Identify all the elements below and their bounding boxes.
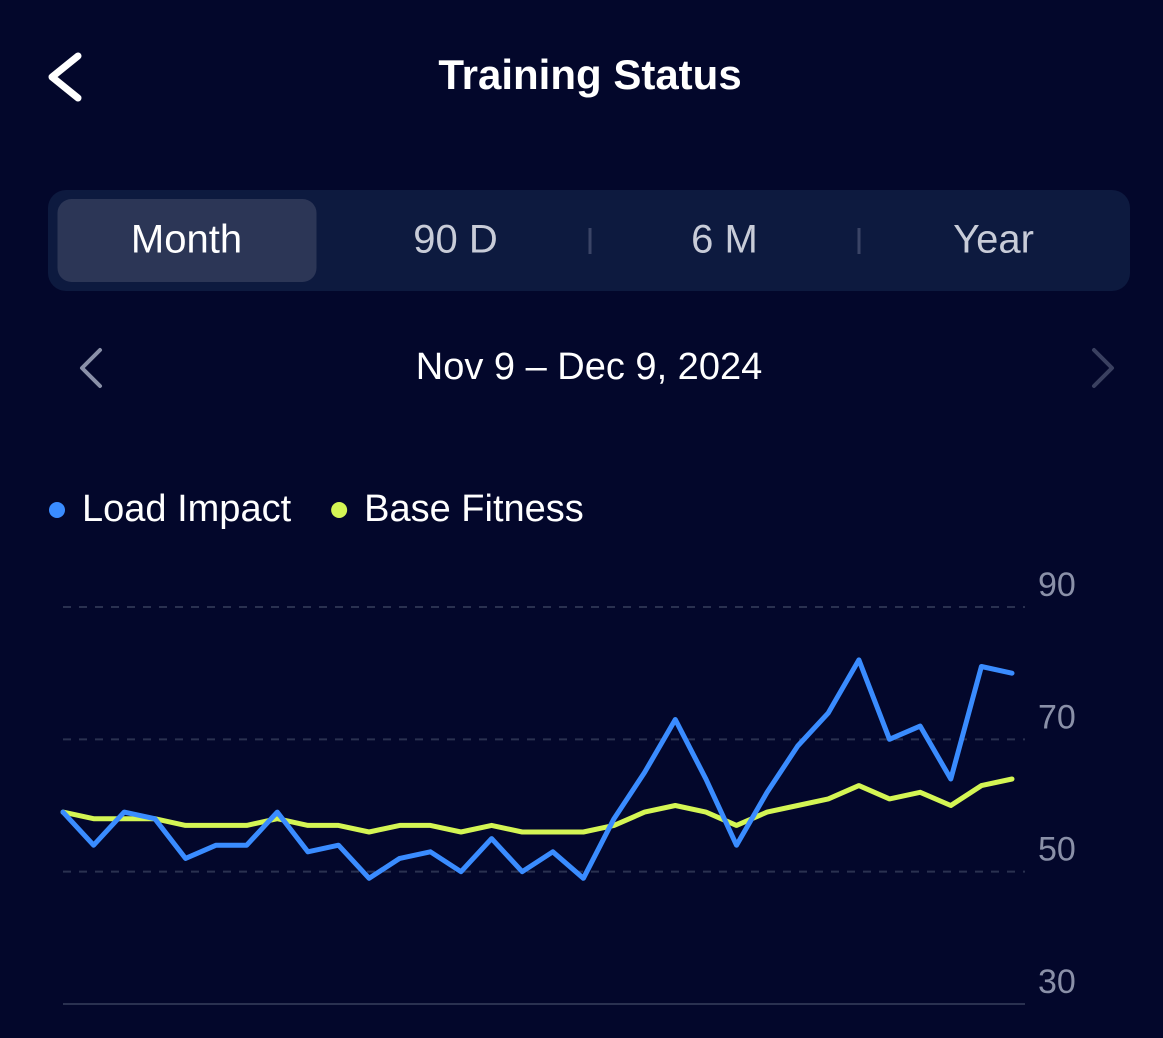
tab-label[interactable]: 90 D	[413, 218, 498, 262]
data-line	[60, 776, 1015, 835]
date-range: Nov 9 – Dec 9, 2024	[416, 346, 762, 388]
tab-label[interactable]: Year	[953, 218, 1034, 262]
legend-label: Load Impact	[82, 488, 292, 530]
legend-label: Base Fitness	[364, 488, 584, 530]
y-tick-label: 50	[1038, 831, 1076, 869]
y-tick-label: 30	[1038, 963, 1076, 1001]
y-tick-label: 70	[1038, 698, 1076, 736]
next-period[interactable]	[1092, 348, 1114, 388]
page-title: Training Status	[438, 51, 741, 98]
legend-marker	[331, 502, 348, 518]
back-button[interactable]	[48, 52, 82, 102]
tab-selected-bg	[57, 199, 317, 282]
tab-label[interactable]: 6 M	[691, 218, 758, 262]
data-line	[60, 657, 1015, 881]
legend-marker	[49, 502, 65, 518]
previous-period[interactable]	[80, 348, 102, 388]
tab-label[interactable]: Month	[131, 218, 242, 262]
y-tick-label: 90	[1038, 566, 1076, 604]
